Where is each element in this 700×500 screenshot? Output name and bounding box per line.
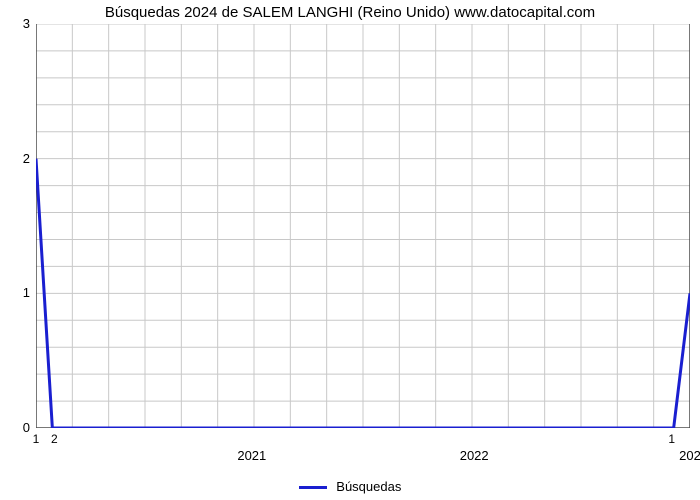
- x-tick-label: 2021: [237, 448, 266, 463]
- x-sub-label: 1: [668, 432, 675, 446]
- legend-swatch: [299, 486, 327, 489]
- y-tick-label: 3: [10, 16, 30, 31]
- y-tick-label: 1: [10, 285, 30, 300]
- y-tick-label: 2: [10, 151, 30, 166]
- x-tick-label: 2022: [460, 448, 489, 463]
- chart-legend: Búsquedas: [0, 479, 700, 494]
- chart-title: Búsquedas 2024 de SALEM LANGHI (Reino Un…: [0, 4, 700, 21]
- chart-plot: [36, 24, 690, 428]
- x-tick-label: 202: [679, 448, 700, 463]
- chart-container: Búsquedas 2024 de SALEM LANGHI (Reino Un…: [0, 0, 700, 500]
- x-sub-label: 1: [33, 432, 40, 446]
- y-tick-label: 0: [10, 420, 30, 435]
- legend-label: Búsquedas: [336, 479, 401, 494]
- x-sub-label: 2: [51, 432, 58, 446]
